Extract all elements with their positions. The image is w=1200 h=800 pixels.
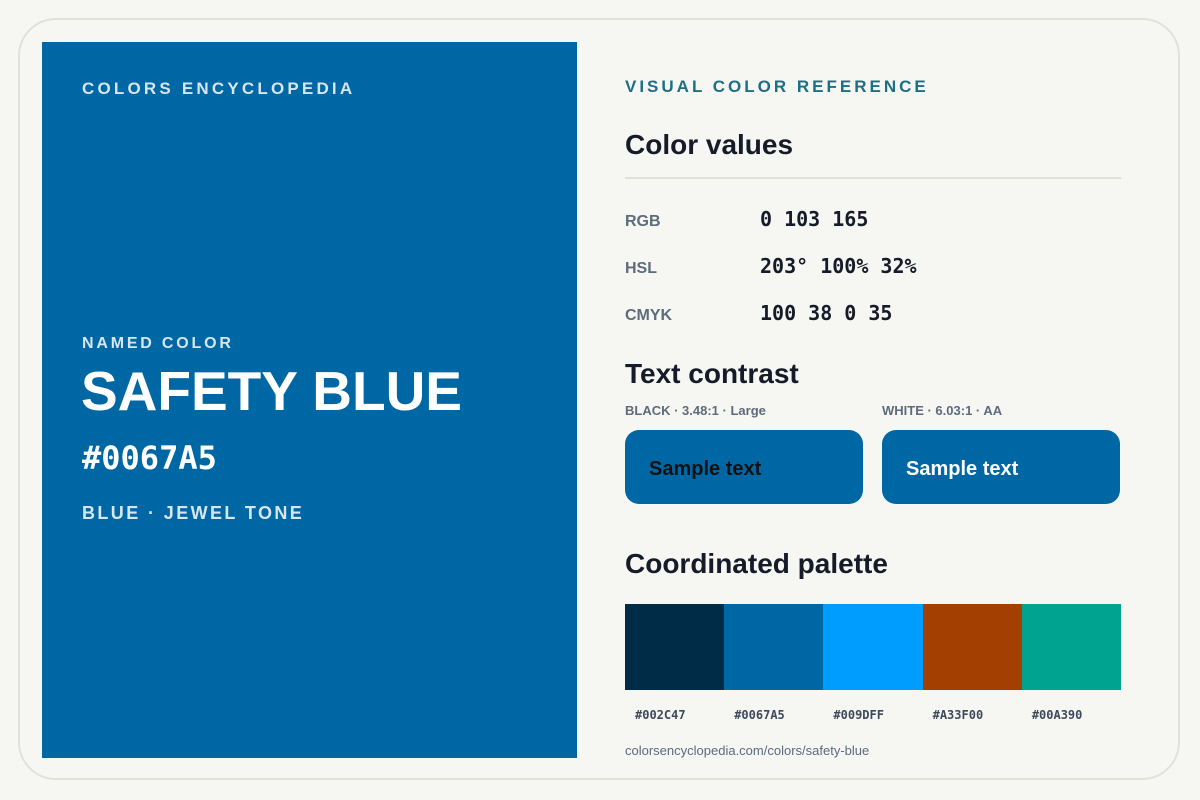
palette-labels: #002C47 #0067A5 #009DFF #A33F00 #00A390 [625,708,1121,722]
palette-swatch [823,604,923,690]
color-hero-panel: COLORS ENCYCLOPEDIA NAMED COLOR SAFETY B… [42,42,577,758]
text-contrast-heading: Text contrast [625,358,799,389]
value-text: 0 103 165 [760,207,869,231]
value-row-hsl: HSL 203° 100% 32% [625,252,1121,282]
value-row-rgb: RGB 0 103 165 [625,205,1121,235]
coordinated-palette-heading: Coordinated palette [625,548,888,579]
value-label: RGB [625,213,661,230]
named-color-label: NAMED COLOR [82,335,234,352]
swatch-hex: #A33F00 [932,708,984,722]
reference-eyebrow: VISUAL COLOR REFERENCE [625,77,929,96]
contrast-label-black: BLACK · 3.48:1 · Large [625,403,766,418]
brand-name: COLORS ENCYCLOPEDIA [82,79,356,98]
palette-swatch [922,604,1022,690]
swatch-hex: #002C47 [635,708,686,722]
source-url[interactable]: colorsencyclopedia.com/colors/safety-blu… [625,743,870,758]
sample-text: Sample text [649,458,762,480]
reference-panel: VISUAL COLOR REFERENCE Color values RGB … [625,42,1122,758]
color-values-heading: Color values [625,129,794,160]
swatch-hex: #009DFF [833,708,884,722]
value-row-cmyk: CMYK 100 38 0 35 [625,299,1121,329]
color-hex: #0067A5 [82,439,217,477]
palette-swatch [1021,604,1122,690]
swatch-hex: #0067A5 [734,708,785,722]
color-family: BLUE · JEWEL TONE [82,503,305,523]
value-label: CMYK [625,307,673,324]
color-name: SAFETY BLUE [81,360,462,422]
value-text: 100 38 0 35 [760,301,893,325]
value-text: 203° 100% 32% [760,254,917,278]
swatch-hex: #00A390 [1031,708,1083,722]
palette-swatch [625,604,725,690]
contrast-sample-black: Sample text [625,430,863,504]
palette-swatch [724,604,824,690]
sample-text: Sample text [906,458,1019,480]
section-divider [625,177,1121,179]
contrast-sample-white: Sample text [882,430,1120,504]
value-label: HSL [625,260,657,277]
contrast-label-white: WHITE · 6.03:1 · AA [882,403,1003,418]
palette-strip [625,604,1122,690]
